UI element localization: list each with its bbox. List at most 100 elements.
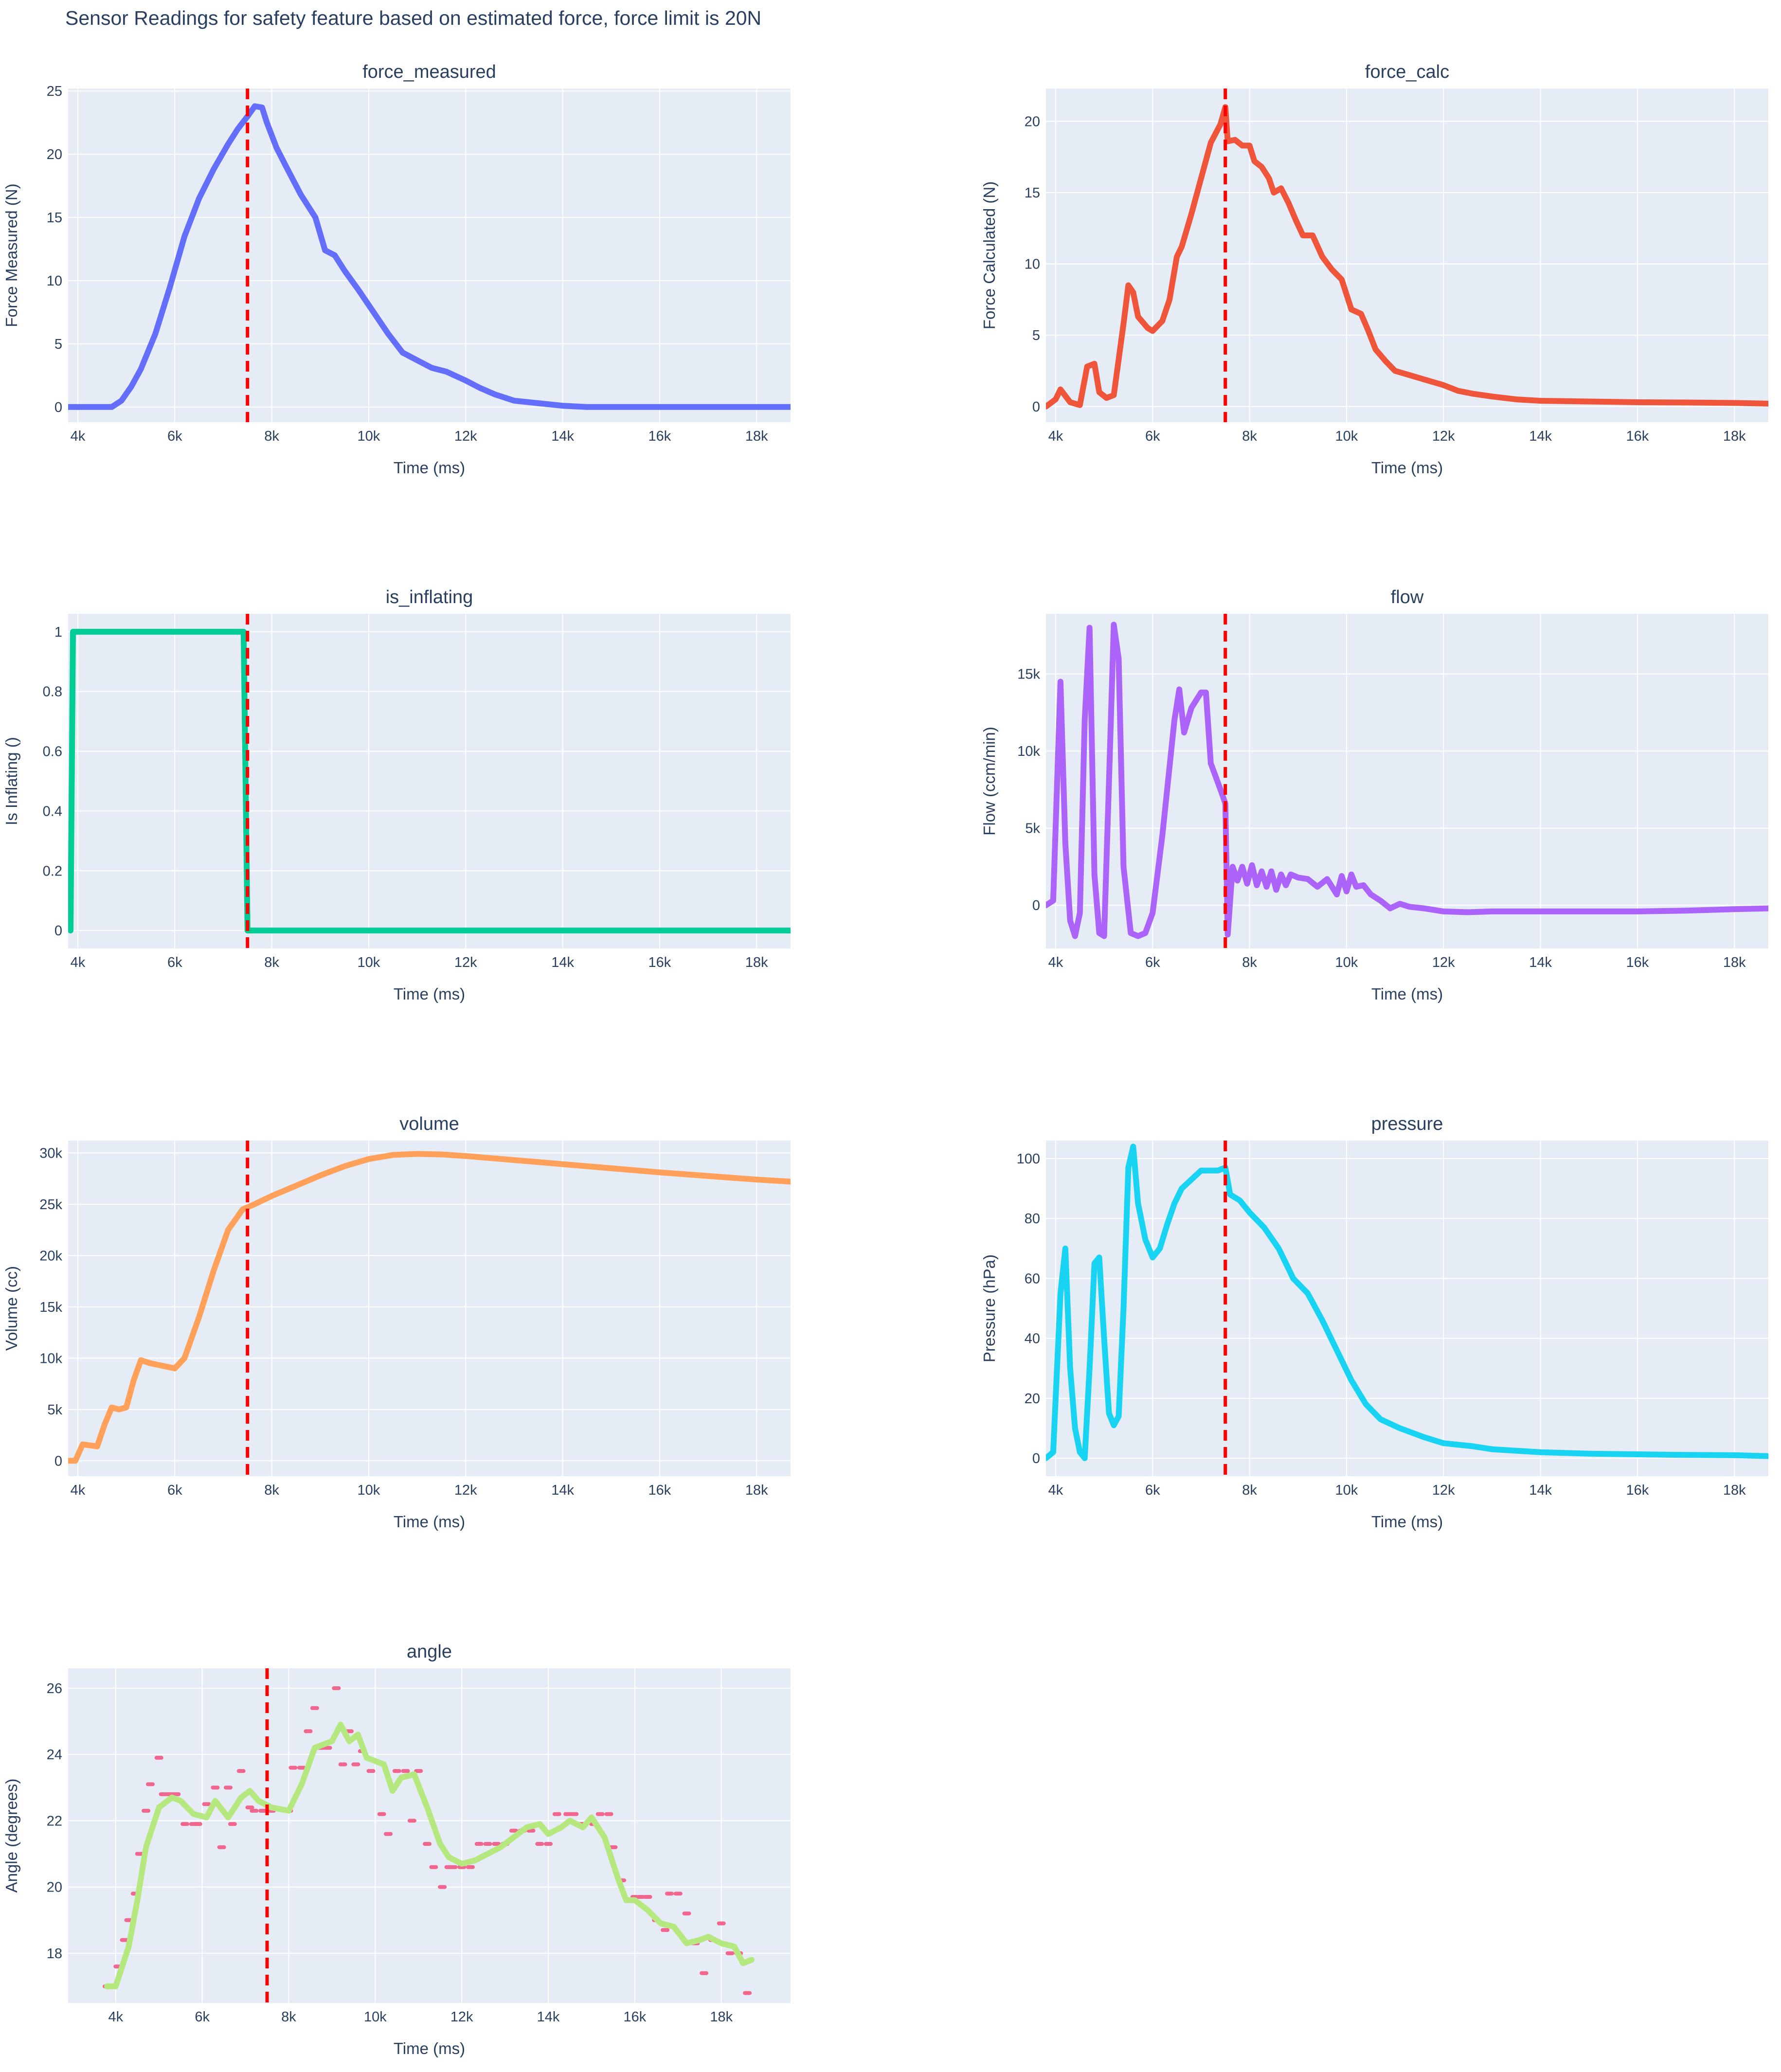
x-tick-label: 10k bbox=[1335, 955, 1358, 970]
angle-point bbox=[304, 1729, 313, 1733]
y-tick-label: 1 bbox=[54, 625, 62, 640]
x-tick-label: 12k bbox=[1432, 1483, 1455, 1498]
angle-point bbox=[377, 1812, 386, 1816]
series-line bbox=[68, 628, 791, 934]
angle-point bbox=[332, 1686, 341, 1690]
x-tick-label: 18k bbox=[745, 955, 768, 970]
x-tick-label: 18k bbox=[745, 429, 768, 444]
series-line bbox=[68, 1151, 791, 1464]
y-tick-label: 20k bbox=[39, 1248, 62, 1264]
angle-point bbox=[438, 1885, 447, 1889]
x-axis-label: Time (ms) bbox=[394, 2039, 465, 2057]
x-tick-label: 18k bbox=[745, 1483, 768, 1498]
angle-point bbox=[224, 1786, 233, 1790]
x-tick-label: 16k bbox=[1626, 955, 1649, 970]
subplot-title: flow bbox=[1391, 587, 1424, 607]
x-axis-label: Time (ms) bbox=[394, 1513, 465, 1531]
angle-point bbox=[338, 1762, 347, 1767]
y-tick-label: 10k bbox=[1017, 744, 1040, 759]
x-tick-label: 18k bbox=[710, 2009, 733, 2025]
x-tick-label: 6k bbox=[1145, 429, 1160, 444]
y-tick-label: 0 bbox=[54, 923, 62, 939]
y-tick-label: 15k bbox=[39, 1300, 62, 1315]
x-tick-label: 16k bbox=[1626, 1483, 1649, 1498]
angle-point bbox=[492, 1842, 501, 1846]
angle-point bbox=[310, 1706, 319, 1710]
series-line bbox=[68, 103, 791, 410]
y-tick-label: 15k bbox=[1017, 667, 1040, 682]
y-tick-label: 20 bbox=[1025, 114, 1040, 129]
angle-point bbox=[682, 1911, 691, 1916]
angle-point bbox=[552, 1812, 561, 1816]
y-tick-label: 20 bbox=[1025, 1391, 1040, 1407]
angle-point bbox=[323, 1746, 332, 1750]
x-tick-label: 4k bbox=[1048, 1483, 1063, 1498]
y-tick-label: 25k bbox=[39, 1197, 62, 1213]
angle-point bbox=[544, 1842, 553, 1846]
data-layer bbox=[1046, 614, 1768, 948]
x-tick-label: 12k bbox=[454, 429, 477, 444]
angle-point bbox=[245, 1805, 254, 1810]
x-tick-label: 8k bbox=[281, 2009, 296, 2025]
x-tick-label: 14k bbox=[1529, 429, 1552, 444]
plot-area bbox=[68, 614, 791, 948]
y-axis-label: Volume (cc) bbox=[2, 1266, 20, 1351]
y-tick-label: 26 bbox=[47, 1681, 62, 1697]
x-tick-label: 10k bbox=[364, 2009, 387, 2025]
y-tick-label: 15 bbox=[1025, 185, 1040, 201]
x-tick-label: 14k bbox=[551, 955, 574, 970]
data-layer bbox=[68, 614, 791, 948]
angle-point bbox=[384, 1832, 393, 1836]
angle-point bbox=[142, 1808, 151, 1813]
subplot-title: volume bbox=[399, 1114, 459, 1134]
series-line bbox=[1046, 622, 1768, 939]
angle-point bbox=[717, 1921, 726, 1926]
x-tick-label: 16k bbox=[648, 429, 671, 444]
y-tick-label: 10 bbox=[1025, 257, 1040, 272]
x-axis-label: Time (ms) bbox=[1371, 1513, 1443, 1531]
angle-point bbox=[154, 1755, 163, 1760]
angle-point bbox=[258, 1808, 268, 1813]
plot-area bbox=[1046, 1141, 1768, 1476]
y-tick-label: 5 bbox=[1032, 328, 1040, 343]
angle-point bbox=[466, 1865, 475, 1869]
y-tick-label: 0 bbox=[54, 1453, 62, 1469]
x-tick-label: 4k bbox=[71, 955, 86, 970]
angle-point bbox=[509, 1828, 518, 1833]
y-axis-label: Force Measured (N) bbox=[2, 183, 20, 327]
y-tick-label: 5k bbox=[47, 1402, 62, 1418]
angle-point bbox=[429, 1865, 438, 1869]
angle-point bbox=[604, 1812, 613, 1816]
y-tick-label: 25 bbox=[47, 84, 62, 99]
angle-point bbox=[637, 1895, 646, 1899]
angle-point bbox=[250, 1808, 259, 1813]
subplot-title: force_calc bbox=[1365, 62, 1449, 82]
angle-point bbox=[700, 1971, 709, 1975]
y-tick-label: 0.2 bbox=[43, 863, 62, 879]
angle-point bbox=[643, 1895, 652, 1899]
angle-point bbox=[193, 1822, 202, 1826]
plot-area bbox=[68, 1141, 791, 1476]
x-tick-label: 8k bbox=[264, 1483, 279, 1498]
angle-point bbox=[595, 1812, 605, 1816]
angle-point bbox=[135, 1852, 144, 1856]
angle-point bbox=[423, 1842, 432, 1846]
x-tick-label: 6k bbox=[1145, 955, 1160, 970]
y-tick-label: 5k bbox=[1025, 821, 1040, 837]
x-tick-label: 14k bbox=[551, 1483, 574, 1498]
angle-point bbox=[535, 1842, 544, 1846]
x-tick-label: 10k bbox=[358, 955, 380, 970]
angle-point bbox=[743, 1991, 752, 1995]
x-tick-label: 12k bbox=[1432, 429, 1455, 444]
subplot-title: is_inflating bbox=[386, 587, 473, 607]
y-tick-label: 10 bbox=[47, 273, 62, 289]
angle-point bbox=[414, 1769, 423, 1773]
x-axis-label: Time (ms) bbox=[1371, 985, 1443, 1003]
subplot-title: force_measured bbox=[362, 62, 496, 82]
y-axis-label: Is Inflating () bbox=[2, 737, 20, 825]
angle-point bbox=[401, 1769, 410, 1773]
x-tick-label: 18k bbox=[1723, 1483, 1746, 1498]
x-tick-label: 18k bbox=[1723, 955, 1746, 970]
data-layer bbox=[1046, 1141, 1768, 1476]
x-tick-label: 4k bbox=[71, 429, 86, 444]
